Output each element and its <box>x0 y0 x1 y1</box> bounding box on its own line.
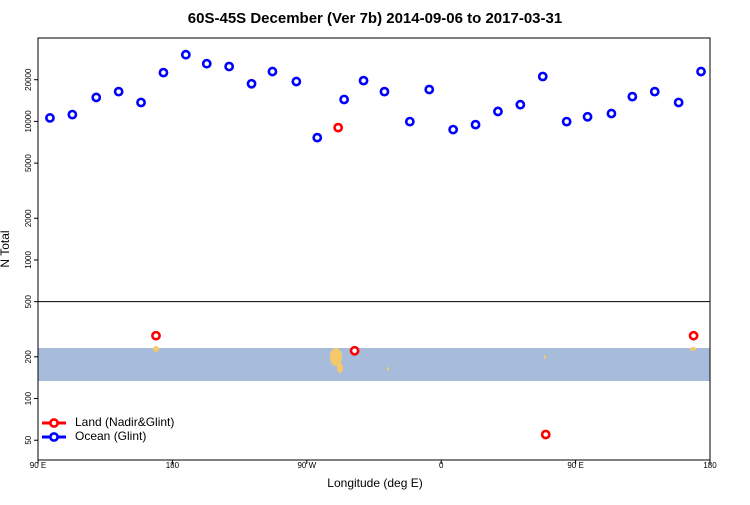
point <box>606 108 617 119</box>
point <box>136 97 146 108</box>
y-tick-label: 10000 <box>24 110 33 133</box>
point <box>649 86 660 97</box>
y-tick-label: 1000 <box>24 251 33 269</box>
point <box>470 119 481 130</box>
point <box>493 106 503 117</box>
point <box>582 111 593 122</box>
point <box>151 330 161 341</box>
point <box>424 84 435 95</box>
point <box>246 78 257 89</box>
x-tick-label: 90 W <box>297 461 316 470</box>
x-tick-label: 90 E <box>567 461 583 470</box>
point <box>113 86 124 97</box>
x-tick-label: 90 E <box>30 461 46 470</box>
point <box>540 429 551 440</box>
point <box>333 122 344 133</box>
x-tick-label: 0 <box>439 461 444 470</box>
point <box>45 113 55 123</box>
legend-label: Land (Nadir&Glint) <box>75 415 174 429</box>
x-tick-label: 180 <box>166 461 180 470</box>
point <box>358 75 369 86</box>
point <box>180 49 191 60</box>
point <box>561 116 572 127</box>
plot-frame <box>37 37 711 461</box>
legend-marker <box>49 432 59 442</box>
y-tick-label: 500 <box>24 294 33 308</box>
chart-title: 60S-45S December (Ver 7b) 2014-09-06 to … <box>188 10 562 27</box>
point <box>404 116 415 127</box>
y-tick-label: 5000 <box>24 154 33 172</box>
legend-label: Ocean (Glint) <box>75 429 146 443</box>
point <box>688 330 699 341</box>
point <box>312 132 323 143</box>
point <box>158 67 169 78</box>
point <box>91 92 102 103</box>
y-tick-label: 50 <box>24 435 33 444</box>
point <box>627 91 638 102</box>
point <box>515 99 526 110</box>
x-axis-label: Longitude (deg E) <box>327 476 422 490</box>
point <box>696 66 706 77</box>
y-tick-label: 2000 <box>24 209 33 227</box>
point <box>291 76 302 87</box>
y-tick-label: 20000 <box>24 68 33 91</box>
y-tick-label: 100 <box>24 391 33 405</box>
point <box>339 94 350 105</box>
y-axis-label: N Total <box>0 230 12 267</box>
map-ocean-band <box>38 348 710 381</box>
point <box>267 66 278 77</box>
point <box>349 345 360 356</box>
point <box>673 97 684 108</box>
point <box>67 109 78 120</box>
legend-marker <box>49 418 59 428</box>
x-tick-label: 180 <box>703 461 717 470</box>
point <box>537 71 548 82</box>
y-tick-label: 200 <box>24 350 33 364</box>
point <box>201 58 212 69</box>
point <box>448 124 459 135</box>
point <box>379 86 390 97</box>
point <box>224 61 235 72</box>
